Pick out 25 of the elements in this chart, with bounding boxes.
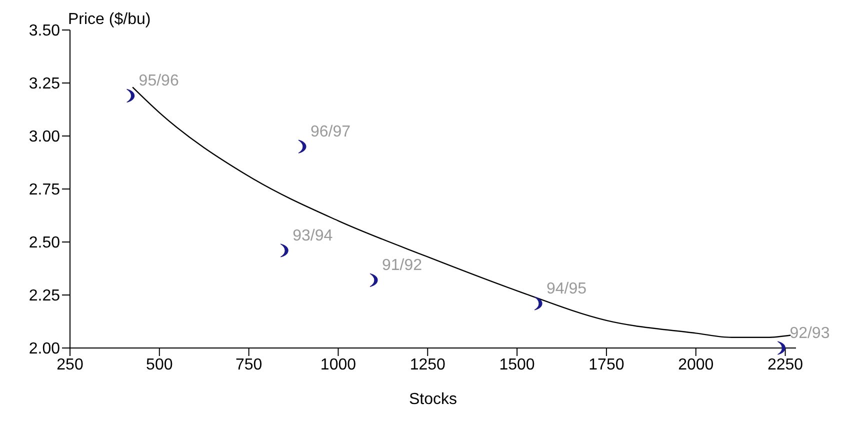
- y-tick-label: 2.75: [28, 182, 60, 199]
- y-tick-label: 2.25: [28, 288, 60, 305]
- x-tick-label: 1250: [410, 356, 446, 374]
- annotation: 95/96: [138, 72, 179, 90]
- x-tick-label: 1750: [588, 356, 624, 374]
- annotation: 93/94: [292, 227, 333, 244]
- y-tick-label: 3.25: [28, 76, 60, 93]
- x-tick-label: 1000: [320, 356, 356, 374]
- x-tick-label: 500: [146, 356, 173, 374]
- x-tick-label: 1500: [499, 356, 535, 374]
- y-tick-label: 2.50: [28, 234, 60, 252]
- x-axis-title: Stocks: [408, 391, 458, 408]
- x-tick-label: 2000: [678, 356, 714, 374]
- y-tick-label: 3.00: [28, 128, 60, 146]
- x-tick-label: 250: [56, 356, 84, 374]
- annotation: 92/93: [790, 325, 830, 342]
- annotation: 94/95: [546, 280, 587, 298]
- annotation: 96/97: [310, 124, 351, 141]
- y-tick-label: 3.50: [28, 22, 60, 40]
- x-tick-label: 2250: [767, 356, 804, 374]
- y-axis-title: Price ($/bu): [68, 11, 151, 28]
- annotation: 91/92: [382, 257, 422, 274]
- line-series: [132, 86, 792, 338]
- x-tick-label: 750: [235, 356, 262, 374]
- y-tick-label: 2.00: [28, 340, 60, 358]
